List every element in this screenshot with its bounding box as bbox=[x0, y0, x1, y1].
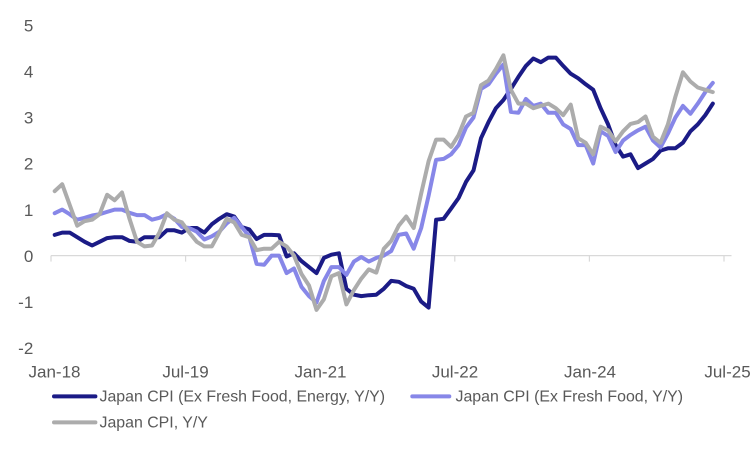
svg-text:4: 4 bbox=[24, 63, 33, 82]
svg-text:Jul-25: Jul-25 bbox=[704, 363, 750, 382]
svg-text:Jan-24: Jan-24 bbox=[564, 363, 616, 382]
svg-text:-1: -1 bbox=[18, 293, 33, 312]
svg-text:Jan-21: Jan-21 bbox=[295, 363, 347, 382]
svg-text:3: 3 bbox=[24, 109, 33, 128]
svg-text:Jul-19: Jul-19 bbox=[162, 363, 208, 382]
svg-text:Japan CPI (Ex Fresh Food, Ener: Japan CPI (Ex Fresh Food, Energy, Y/Y) bbox=[100, 389, 386, 406]
svg-text:Japan CPI (Ex Fresh Food, Y/Y): Japan CPI (Ex Fresh Food, Y/Y) bbox=[456, 389, 684, 406]
svg-text:5: 5 bbox=[24, 17, 33, 36]
svg-text:0: 0 bbox=[24, 247, 33, 266]
svg-text:-2: -2 bbox=[18, 339, 33, 358]
svg-text:Jul-22: Jul-22 bbox=[432, 363, 478, 382]
svg-text:1: 1 bbox=[24, 201, 33, 220]
svg-text:Jan-18: Jan-18 bbox=[29, 363, 81, 382]
svg-text:2: 2 bbox=[24, 155, 33, 174]
svg-text:Japan CPI, Y/Y: Japan CPI, Y/Y bbox=[100, 415, 209, 432]
